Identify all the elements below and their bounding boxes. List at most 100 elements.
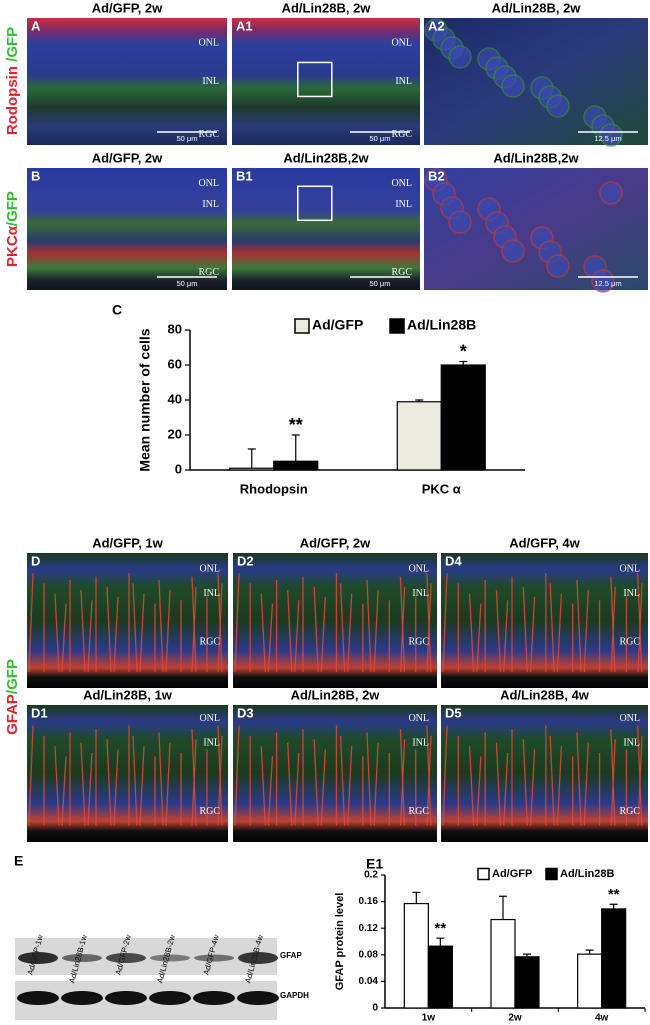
- blot-letter: E: [14, 853, 23, 869]
- x-tick-label: 4w: [595, 1013, 609, 1024]
- side-label-part: GFAP: [4, 694, 21, 735]
- x-tick-label: 1w: [422, 1013, 436, 1024]
- panel-title: Ad/Lin28B,2w: [493, 150, 579, 165]
- layer-label: ONL: [408, 713, 429, 724]
- glial-fiber: [347, 746, 353, 826]
- gapdh-band: [237, 991, 279, 1005]
- glial-fiber: [556, 593, 563, 672]
- layer-label: RGC: [199, 636, 220, 647]
- glial-fiber: [61, 756, 67, 826]
- glial-fiber: [132, 583, 138, 672]
- y-axis-label: GFAP protein level: [334, 893, 346, 991]
- panel-letter: D5: [445, 705, 462, 720]
- glial-fiber: [267, 756, 274, 826]
- glial-fiber: [522, 586, 528, 672]
- error-bar: [459, 360, 468, 365]
- layer-label: INL: [203, 588, 220, 599]
- glial-fiber: [217, 583, 223, 672]
- significance-mark: *: [460, 341, 467, 361]
- layer-label: INL: [623, 588, 640, 599]
- error-bar: [523, 953, 531, 957]
- layer-label: RGC: [408, 636, 429, 647]
- nucleus: [501, 74, 525, 98]
- blot-gap: [15, 975, 277, 981]
- nucleus: [591, 269, 615, 293]
- side-label-part: /GFP: [4, 659, 21, 694]
- micrograph: [27, 18, 227, 145]
- gapdh-band: [149, 991, 191, 1005]
- bar: [440, 364, 486, 471]
- glial-fiber: [637, 583, 643, 672]
- bar: [273, 460, 319, 471]
- layer-label: INL: [395, 76, 412, 87]
- layer-label: INL: [202, 199, 219, 210]
- nucleus: [448, 210, 472, 234]
- panel-title: Ad/GFP, 2w: [300, 535, 371, 550]
- glial-fiber: [260, 593, 266, 672]
- scale-label: 50 μm: [370, 134, 391, 143]
- significance-mark: **: [289, 415, 303, 435]
- glial-fiber: [442, 725, 448, 826]
- chart-letter: C: [112, 302, 122, 318]
- glial-fiber: [373, 590, 379, 672]
- band-label: GAPDH: [280, 991, 309, 1000]
- glial-fiber: [442, 573, 448, 672]
- side-label-part: Rodopsin: [4, 66, 21, 135]
- bar: [577, 953, 603, 1009]
- glial-fiber: [158, 732, 164, 826]
- glial-fiber: [426, 735, 432, 826]
- glial-fiber: [313, 586, 319, 672]
- glial-fiber: [113, 596, 119, 672]
- y-tick-label: 0.08: [359, 949, 379, 960]
- glial-fiber: [80, 742, 86, 826]
- glial-fiber: [366, 732, 372, 826]
- glial-fiber: [165, 590, 171, 672]
- micrograph: [27, 553, 228, 688]
- layer-label: RGC: [391, 267, 412, 278]
- glial-fiber: [87, 752, 93, 826]
- side-label: Rodopsin /GFP: [4, 27, 21, 135]
- scale-label: 12.5 μm: [594, 279, 621, 288]
- layer-label: ONL: [619, 713, 640, 724]
- y-tick-label: 80: [168, 321, 182, 336]
- glial-fiber: [610, 586, 616, 672]
- error-bar: [499, 895, 507, 920]
- glial-fiber: [549, 735, 555, 826]
- glial-fiber: [503, 752, 509, 826]
- layer-label: RGC: [619, 636, 640, 647]
- glial-fiber: [287, 742, 293, 826]
- layer-label: ONL: [619, 563, 640, 574]
- gfap-band: [150, 954, 190, 962]
- side-label-part: /GFP: [4, 27, 21, 66]
- layer-label: RGC: [408, 806, 429, 817]
- layer-label: ONL: [199, 563, 220, 574]
- error-bar: [436, 937, 445, 947]
- micrograph: [232, 168, 420, 290]
- glial-fiber: [399, 739, 406, 826]
- gapdh-band: [61, 991, 103, 1005]
- glial-fiber: [217, 735, 223, 826]
- glial-fiber: [583, 742, 589, 826]
- legend-label: Ad/GFP: [312, 317, 363, 333]
- significance-mark: **: [608, 886, 620, 903]
- panel-title: Ad/Lin28B,2w: [283, 150, 369, 165]
- glial-fiber: [529, 749, 536, 826]
- y-tick-label: 40: [168, 391, 182, 406]
- glial-fiber: [106, 586, 112, 672]
- glial-fiber: [637, 735, 643, 826]
- nucleus: [599, 123, 623, 147]
- glial-fiber: [234, 725, 240, 826]
- error-bar: [247, 448, 256, 469]
- gfap-band: [238, 952, 278, 964]
- glial-fiber: [503, 600, 509, 672]
- glial-fiber: [320, 596, 326, 672]
- layer-label: RGC: [391, 129, 412, 140]
- gfap-band: [194, 954, 234, 962]
- side-label: GFAP/GFP: [4, 659, 21, 735]
- bar: [427, 945, 453, 1009]
- glial-fiber: [139, 593, 145, 672]
- legend-swatch: [294, 318, 310, 334]
- glial-fiber: [54, 593, 60, 672]
- inset-box: [297, 61, 333, 98]
